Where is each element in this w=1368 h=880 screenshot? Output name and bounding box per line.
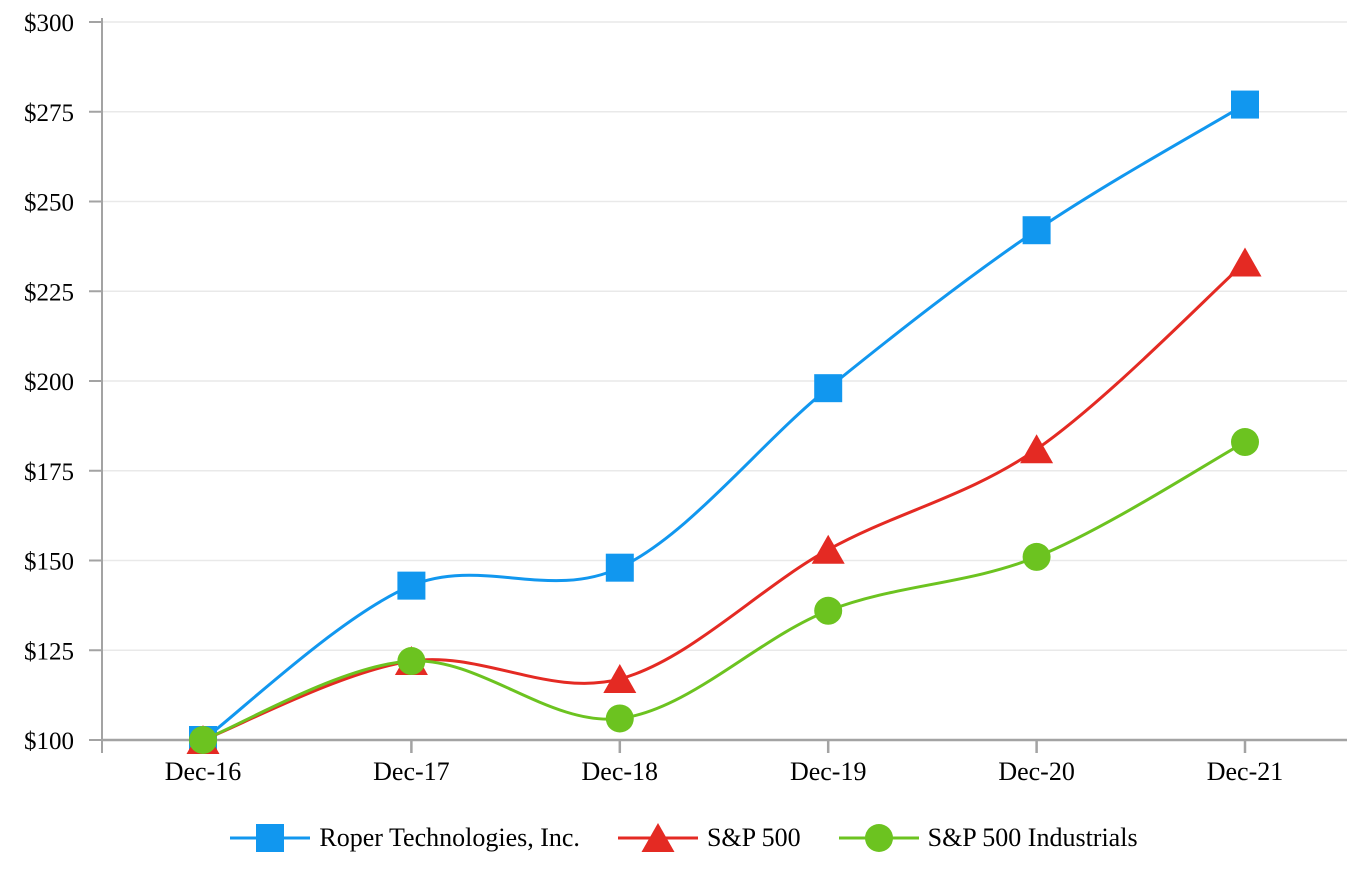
legend-circle-marker-icon: [838, 824, 919, 852]
legend-label-sp500-industrials: S&P 500 Industrials: [927, 823, 1138, 852]
legend-label-sp500: S&P 500: [706, 823, 801, 852]
svg-text:$225: $225: [24, 279, 74, 306]
legend-item-sp500: S&P 500: [617, 822, 801, 854]
svg-text:$150: $150: [24, 549, 74, 576]
legend-label-roper: Roper Technologies, Inc.: [319, 823, 580, 852]
chart-legend: Roper Technologies, Inc. S&P 500 S&P 500…: [0, 812, 1368, 864]
svg-text:$200: $200: [24, 369, 74, 396]
svg-text:$175: $175: [24, 459, 74, 486]
svg-text:$100: $100: [24, 728, 74, 755]
svg-text:Dec-20: Dec-20: [998, 757, 1075, 786]
legend-triangle-marker-icon: [617, 823, 698, 852]
legend-item-sp500-industrials: S&P 500 Industrials: [838, 822, 1138, 854]
svg-text:Dec-21: Dec-21: [1207, 757, 1284, 786]
svg-text:$275: $275: [24, 100, 74, 127]
svg-text:$300: $300: [24, 10, 74, 37]
svg-text:Dec-16: Dec-16: [165, 757, 242, 786]
svg-text:Dec-17: Dec-17: [373, 757, 450, 786]
legend-square-marker-icon: [230, 824, 311, 852]
svg-text:$125: $125: [24, 638, 74, 665]
svg-text:Dec-19: Dec-19: [790, 757, 867, 786]
legend-item-roper: Roper Technologies, Inc.: [230, 822, 580, 854]
svg-text:$250: $250: [24, 190, 74, 217]
svg-text:Dec-18: Dec-18: [582, 757, 659, 786]
